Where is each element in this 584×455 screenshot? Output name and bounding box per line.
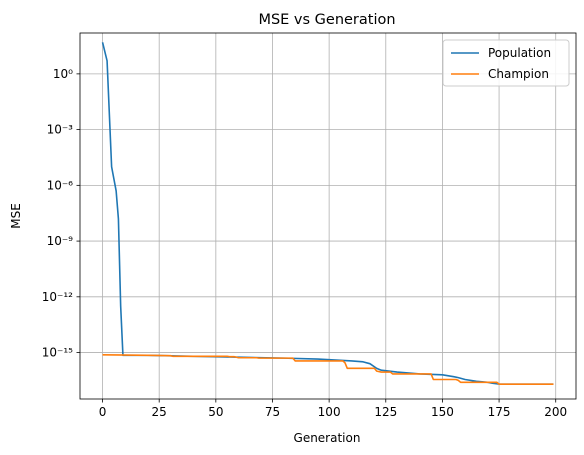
y-tick-label: 10⁻¹² (42, 290, 73, 304)
y-tick-label: 10⁰ (53, 67, 73, 81)
tick-marks (76, 73, 557, 403)
x-tick-label: 175 (488, 405, 511, 419)
series-line-champion (102, 353, 554, 385)
x-tick-label: 200 (544, 405, 567, 419)
x-tick-label: 150 (431, 405, 454, 419)
y-tick-label: 10⁻⁹ (47, 234, 74, 248)
x-tick-label: 50 (208, 405, 223, 419)
x-axis-label: Generation (294, 431, 361, 445)
y-tick-label: 10⁻³ (47, 123, 74, 137)
y-axis-label: MSE (9, 203, 23, 229)
x-tick-label: 125 (374, 405, 397, 419)
x-tick-label: 25 (152, 405, 167, 419)
legend-label-champion: Champion (488, 67, 549, 81)
x-tick-label: 75 (265, 405, 280, 419)
x-tick-label: 100 (318, 405, 341, 419)
chart-title: MSE vs Generation (258, 12, 395, 28)
y-tick-label: 10⁻⁶ (47, 178, 74, 192)
series-line-population (101, 42, 554, 385)
y-tick-label: 10⁻¹⁵ (42, 346, 73, 360)
x-tick-label: 0 (99, 405, 107, 419)
legend: Population Champion (442, 39, 570, 87)
legend-label-population: Population (488, 46, 551, 60)
grid (80, 33, 576, 399)
plot-frame (79, 32, 577, 400)
series-lines (101, 42, 554, 385)
tick-labels: 0 25 50 75 100 125 150 175 200 10⁰ 10⁻³ 10⁻⁶ 10⁻⁹ 10⁻… (42, 67, 567, 419)
